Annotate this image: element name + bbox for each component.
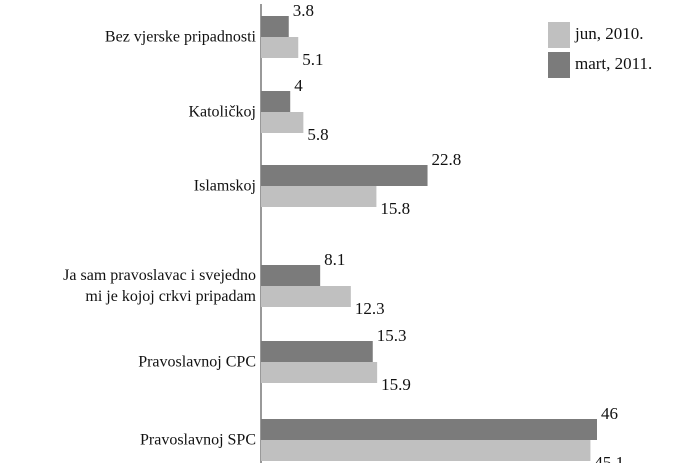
- value-label: 45.1: [594, 453, 624, 463]
- bar: [261, 362, 378, 383]
- legend-swatch: [548, 52, 570, 78]
- value-label: 3.8: [293, 1, 314, 20]
- value-label: 15.3: [377, 326, 407, 345]
- bar: [261, 419, 597, 440]
- bar: [261, 37, 299, 58]
- value-label: 15.9: [381, 375, 411, 394]
- category-label: Katoličkoj: [188, 103, 256, 121]
- legend-label: mart, 2011.: [575, 54, 652, 73]
- value-label: 8.1: [324, 250, 345, 269]
- bar: [261, 91, 291, 112]
- bar: [261, 16, 289, 37]
- bar: [261, 165, 428, 186]
- category-label: Pravoslavnoj CPC: [138, 353, 256, 371]
- bar: [261, 265, 321, 286]
- value-label: 5.1: [302, 50, 323, 69]
- value-label: 46: [601, 404, 618, 423]
- value-label: 22.8: [432, 150, 462, 169]
- legend-swatch: [548, 22, 570, 48]
- legend-label: jun, 2010.: [574, 24, 643, 43]
- bar: [261, 341, 373, 362]
- bar: [261, 112, 304, 133]
- bar: [261, 286, 351, 307]
- value-label: 5.8: [307, 125, 328, 144]
- category-label: Islamskoj: [193, 177, 256, 195]
- bar: [261, 440, 591, 461]
- value-label: 15.8: [380, 199, 410, 218]
- category-label: Bez vjerske pripadnosti: [104, 28, 256, 46]
- value-label: 4: [294, 76, 303, 95]
- category-label: Ja sam pravoslavac i svejedno mi je kojo…: [63, 267, 256, 305]
- bar: [261, 186, 377, 207]
- value-label: 12.3: [355, 299, 385, 318]
- category-label: Pravoslavnoj SPC: [139, 431, 256, 449]
